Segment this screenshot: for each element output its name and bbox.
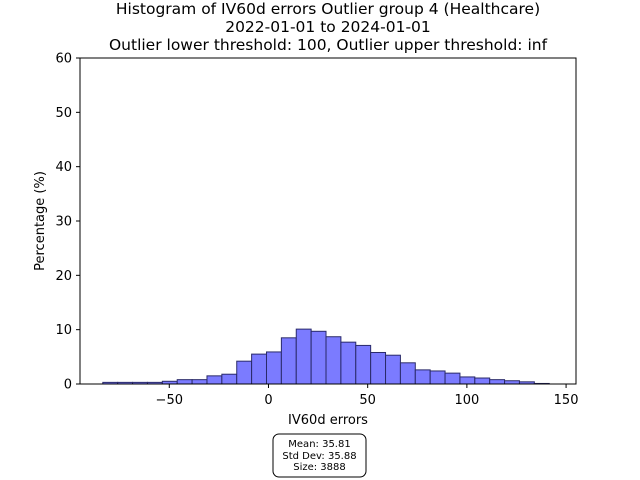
histogram-bar <box>191 379 208 385</box>
histogram-bar <box>236 360 253 385</box>
y-tick-label: 50 <box>55 106 72 121</box>
y-tick-label: 60 <box>55 52 72 67</box>
histogram-bar <box>444 372 461 385</box>
y-tick-label: 30 <box>55 215 72 230</box>
y-axis-label: Percentage (%) <box>33 171 48 271</box>
histogram-bar <box>489 379 506 385</box>
histogram-bar <box>295 328 312 385</box>
histogram-bar <box>385 354 401 385</box>
histogram-bar <box>325 336 342 385</box>
histogram-bar <box>459 376 476 385</box>
y-tick-label: 10 <box>55 323 72 338</box>
x-tick-label: 50 <box>359 393 376 408</box>
histogram-bar <box>414 369 431 385</box>
x-axis-ticks: −50 0 50 100 150 <box>156 384 579 408</box>
stats-mean: Mean: 35.81 <box>288 439 350 450</box>
title-line-1: Histogram of IV60d errors Outlier group … <box>116 0 540 18</box>
stats-std-dev: Std Dev: 35.88 <box>282 451 356 462</box>
y-tick-label: 40 <box>55 160 72 175</box>
histogram-bar <box>280 337 297 385</box>
x-tick-label: −50 <box>156 393 183 408</box>
histogram-bar <box>310 330 327 385</box>
y-tick-label: 0 <box>64 378 72 393</box>
histogram-bar <box>399 362 416 385</box>
histogram-bar <box>340 341 357 385</box>
y-axis-ticks: 0 10 20 30 40 50 60 <box>55 52 80 393</box>
x-tick-label: 150 <box>554 393 579 408</box>
y-tick-label: 20 <box>55 269 72 284</box>
stats-box-frame <box>272 433 367 478</box>
histogram-bar <box>370 351 387 385</box>
chart-title: Histogram of IV60d errors Outlier group … <box>109 0 548 54</box>
title-line-3: Outlier lower threshold: 100, Outlier up… <box>109 36 548 54</box>
stats-size: Size: 3888 <box>293 462 346 473</box>
histogram-bar <box>221 373 238 385</box>
x-axis-label: IV60d errors <box>288 413 368 428</box>
title-line-2: 2022-01-01 to 2024-01-01 <box>225 18 431 36</box>
histogram-bar <box>265 351 282 385</box>
histogram-bar <box>474 377 491 385</box>
histogram-bar <box>355 344 372 385</box>
histogram-bar <box>251 353 267 385</box>
x-tick-label: 100 <box>454 393 479 408</box>
histogram-bar <box>429 370 446 385</box>
x-tick-label: 0 <box>264 393 272 408</box>
plot-area <box>80 58 576 384</box>
histogram-bar <box>206 375 223 385</box>
histogram-bar <box>176 379 193 385</box>
stats-box: Mean: 35.81 Std Dev: 35.88 Size: 3888 <box>272 433 367 478</box>
